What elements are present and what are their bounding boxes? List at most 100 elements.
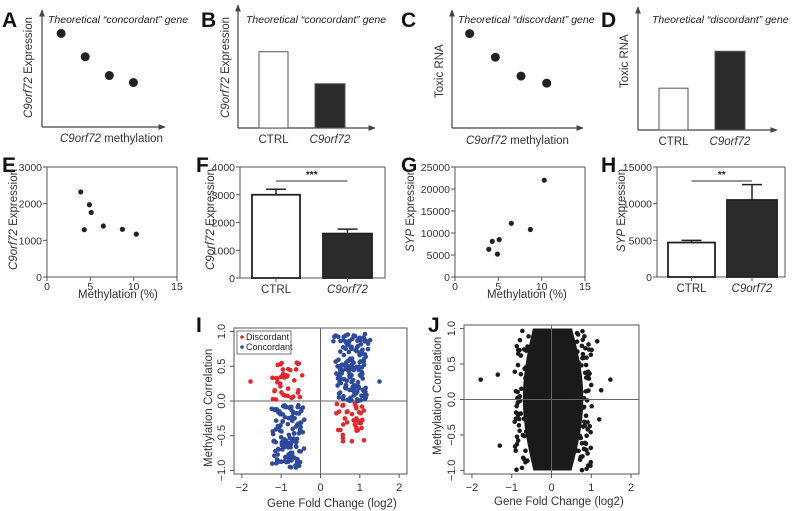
panel-i-point-concordant	[347, 356, 353, 362]
panel-b-category-label: CTRL	[258, 134, 289, 146]
panel-a-point	[80, 52, 90, 62]
panel-d-category-label: CTRL	[658, 136, 689, 148]
panel-j-point	[584, 398, 590, 403]
panel-j-point	[582, 440, 588, 446]
panel-i-point-concordant	[282, 437, 287, 442]
panel-e-xtick-label: 15	[171, 281, 183, 293]
panel-i-point-discordant	[340, 422, 346, 427]
panel-f-ytick-label: 1000	[212, 245, 236, 257]
panel-j-point	[588, 352, 594, 358]
panel-j-point	[526, 355, 532, 361]
panel-label-d: D	[601, 9, 616, 32]
panel-i-point-concordant	[277, 459, 282, 464]
panel-i-point-concordant	[271, 453, 277, 458]
panel-i-point-concordant	[271, 439, 276, 444]
panel-g-ytick-label: 25000	[421, 162, 450, 174]
panel-h-ylabel: SYP Expression	[616, 169, 628, 252]
panel-i-point-concordant	[335, 334, 341, 340]
panel-a-xlabel: C9orf72 methylation	[60, 133, 163, 145]
panel-i-point-concordant	[295, 404, 300, 410]
panel-e-frame	[46, 166, 178, 278]
panel-j-point	[523, 448, 528, 454]
panel-i-ylabel: Methylation Correlation	[203, 349, 215, 467]
panel-j-point	[589, 347, 594, 353]
panel-i-point-discordant	[280, 367, 286, 372]
panel-i-point-concordant	[277, 424, 282, 430]
panel-g-point	[489, 238, 495, 244]
panel-i-point-discordant	[340, 438, 346, 444]
panel-i-point-concordant	[338, 367, 344, 373]
panel-f-ytick-label: 2000	[212, 218, 236, 230]
panel-i-point-discordant	[279, 390, 284, 395]
panel-j-ylabel: Methylation Correlation	[432, 337, 444, 455]
panel-g-ylabel: SYP Expression	[405, 169, 417, 252]
panel-i-xtick-label: −2	[236, 482, 249, 494]
panel-i-point-concordant	[289, 414, 295, 419]
panel-i-point-concordant	[278, 434, 284, 440]
panel-j-point	[585, 463, 591, 468]
panel-e-point	[78, 189, 84, 195]
panel-e-ytick-label: 0	[36, 272, 42, 284]
panel-g-frame	[454, 166, 586, 278]
panel-i-point-discordant	[340, 432, 346, 438]
panel-j-point	[518, 353, 524, 358]
panel-j-point	[586, 388, 591, 393]
panel-g-point	[527, 226, 534, 233]
panel-j-point	[577, 381, 583, 387]
panel-i-point-discordant	[345, 409, 350, 414]
panel-j-point	[580, 328, 585, 334]
panel-i-point-concordant	[335, 383, 340, 388]
panel-g-xlabel: Methylation (%)	[487, 289, 567, 301]
panel-j-point	[516, 416, 522, 422]
panel-j-point	[585, 419, 590, 425]
panel-j-xlabel: Gene Fold Change (log2)	[494, 496, 624, 508]
panel-i-point-discordant	[280, 371, 286, 377]
panel-h-ytick-label: 5000	[629, 235, 653, 247]
panel-j-point	[596, 417, 602, 422]
panel-i-point-concordant	[377, 379, 382, 384]
panel-i-point-discordant	[275, 362, 281, 368]
panel-g-point	[541, 177, 547, 183]
panel-label-h: H	[601, 154, 616, 177]
panel-f-category-label: CTRL	[261, 284, 292, 296]
panel-i-point-discordant	[359, 425, 364, 431]
panel-i-point-concordant	[286, 415, 291, 421]
panel-a-ylabel: C9orf72 Expression	[23, 17, 35, 118]
panel-j-point	[518, 371, 524, 377]
panel-j-point	[516, 411, 522, 417]
panel-i-point-discordant	[354, 426, 359, 431]
panel-j-point	[577, 406, 583, 412]
panel-j-point	[517, 428, 522, 434]
panel-j-xtick-label: 0	[548, 482, 554, 494]
panel-i-point-concordant	[282, 414, 288, 420]
panel-i-point-concordant	[275, 452, 281, 457]
panel-i-point-discordant	[334, 410, 339, 416]
panel-b-title: Theoretical “concordant” gene	[246, 14, 386, 26]
panel-i-point-concordant	[293, 443, 299, 449]
panel-f-ylabel: C9orf72 Expression	[205, 169, 217, 270]
panel-i-point-discordant	[340, 403, 346, 408]
panel-j-point	[574, 379, 579, 385]
panel-j-point	[574, 339, 580, 344]
panel-i-point-concordant	[361, 394, 367, 399]
panel-i-point-discordant	[289, 395, 294, 401]
panel-label-i: I	[196, 314, 202, 337]
panel-h-ytick-label: 10000	[623, 199, 652, 211]
panel-i-point-concordant	[280, 419, 286, 424]
panel-i-point-discordant	[295, 390, 301, 395]
panel-i-point-concordant	[338, 349, 343, 354]
panel-j-point	[580, 351, 586, 357]
panel-j-ytick-label: 0.5	[446, 356, 458, 371]
panel-i-point-concordant	[290, 410, 296, 416]
panel-i-point-concordant	[343, 333, 348, 338]
panel-i-point-concordant	[355, 343, 361, 349]
panel-h-bar	[726, 199, 778, 278]
panel-c-point	[465, 29, 475, 39]
panel-i-point-discordant	[349, 438, 355, 444]
panel-i-point-concordant	[279, 443, 285, 448]
panel-c-xlabel: C9orf72 methylation	[466, 135, 569, 147]
panel-i-point-discordant	[361, 408, 367, 413]
panel-j-xtick-label: −1	[505, 482, 518, 494]
panel-j-point	[584, 447, 589, 453]
panel-c-point	[542, 78, 552, 88]
